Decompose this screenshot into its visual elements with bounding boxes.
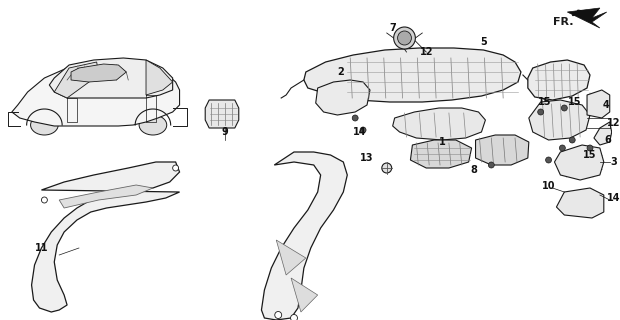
Text: 15: 15 — [538, 97, 551, 107]
Circle shape — [587, 145, 593, 151]
Polygon shape — [554, 145, 604, 180]
Polygon shape — [587, 90, 609, 118]
Text: 14: 14 — [353, 127, 367, 137]
Text: 9: 9 — [221, 127, 228, 137]
Text: 2: 2 — [337, 67, 343, 77]
Circle shape — [172, 165, 179, 171]
Text: 5: 5 — [480, 37, 487, 47]
Polygon shape — [556, 188, 604, 218]
Circle shape — [352, 115, 358, 121]
Circle shape — [569, 137, 575, 143]
Text: 7: 7 — [389, 23, 396, 33]
Polygon shape — [12, 60, 180, 126]
Polygon shape — [55, 62, 99, 98]
Polygon shape — [32, 162, 180, 312]
Circle shape — [546, 157, 552, 163]
Polygon shape — [277, 240, 306, 275]
Circle shape — [42, 197, 47, 203]
Text: 12: 12 — [420, 47, 433, 57]
Polygon shape — [476, 135, 529, 165]
Circle shape — [360, 127, 366, 133]
Text: 14: 14 — [607, 193, 620, 203]
Text: 10: 10 — [542, 181, 556, 191]
Polygon shape — [50, 58, 172, 98]
Text: 3: 3 — [610, 157, 617, 167]
Circle shape — [489, 162, 494, 168]
Text: 11: 11 — [35, 243, 48, 253]
Polygon shape — [205, 100, 239, 128]
Text: 4: 4 — [603, 100, 609, 110]
Polygon shape — [291, 278, 317, 312]
Polygon shape — [316, 80, 370, 115]
Polygon shape — [71, 64, 126, 82]
Polygon shape — [146, 60, 172, 95]
Text: 15: 15 — [583, 150, 596, 160]
Polygon shape — [410, 140, 472, 168]
Text: 12: 12 — [607, 118, 620, 128]
Text: 13: 13 — [360, 153, 374, 163]
Polygon shape — [262, 152, 347, 320]
Polygon shape — [392, 108, 485, 140]
Ellipse shape — [397, 31, 412, 45]
Text: 6: 6 — [604, 135, 611, 145]
Polygon shape — [567, 8, 607, 28]
Circle shape — [561, 105, 567, 111]
Circle shape — [559, 145, 565, 151]
Polygon shape — [59, 185, 153, 208]
Text: FR.: FR. — [554, 17, 574, 27]
Ellipse shape — [30, 115, 58, 135]
Text: 15: 15 — [567, 97, 581, 107]
Polygon shape — [304, 48, 521, 102]
Circle shape — [275, 311, 281, 318]
Polygon shape — [594, 122, 612, 145]
Ellipse shape — [394, 27, 415, 49]
Polygon shape — [528, 60, 590, 100]
Circle shape — [382, 163, 392, 173]
Text: 1: 1 — [438, 137, 445, 147]
Text: 8: 8 — [470, 165, 477, 175]
Circle shape — [538, 109, 544, 115]
Circle shape — [291, 315, 298, 320]
Ellipse shape — [139, 115, 167, 135]
Polygon shape — [529, 100, 590, 140]
